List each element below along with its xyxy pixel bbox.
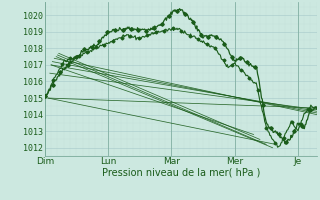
X-axis label: Pression niveau de la mer( hPa ): Pression niveau de la mer( hPa ): [102, 168, 260, 178]
